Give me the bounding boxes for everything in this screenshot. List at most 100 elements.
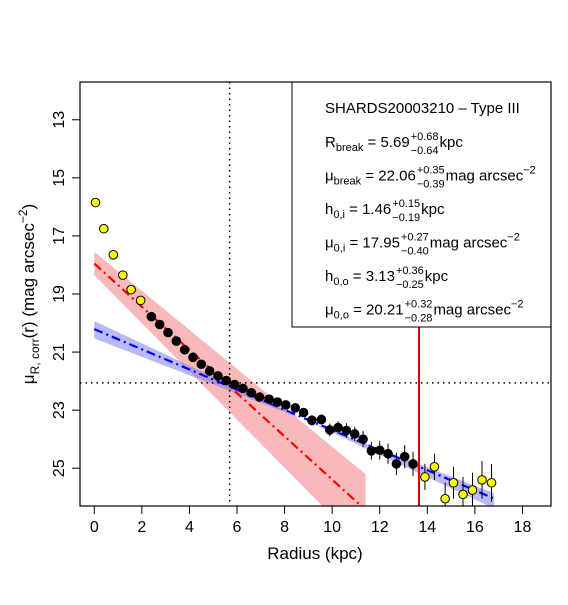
legend-param-err-lower: −0.25: [396, 279, 424, 291]
x-tick-label: 10: [323, 519, 341, 536]
legend-param-err-lower: −0.39: [417, 179, 445, 191]
legend-param-err-upper: +0.68: [411, 131, 439, 143]
legend-param-err-lower: −0.40: [401, 246, 429, 258]
legend-param-value: = 3.13: [349, 268, 395, 285]
data-point: [307, 415, 317, 426]
legend-param-sub: 0,i: [333, 209, 345, 221]
data-point: [383, 448, 393, 459]
x-tick-label: 0: [90, 519, 99, 536]
excluded-data-point: [467, 485, 478, 495]
data-point: [171, 336, 182, 346]
data-point: [272, 397, 283, 407]
y-tick-label: 15: [51, 169, 68, 187]
data-point: [154, 319, 165, 330]
legend-param-unit-text: kpc: [425, 268, 449, 285]
data-point: [391, 459, 402, 469]
x-tick-label: 12: [371, 519, 389, 536]
data-point: [179, 344, 190, 355]
excluded-data-point: [135, 295, 146, 306]
legend-param-err-lower: −0.28: [405, 313, 433, 325]
legend-parameter-5: μ0,o = 20.21: [325, 302, 404, 322]
legend-param-unit-text: mag arcsec: [430, 235, 508, 252]
y-axis-title-end: ): [19, 204, 38, 210]
legend-parameter-2: h0,i = 1.46: [325, 201, 391, 221]
legend-param-unit: kpc: [425, 268, 449, 285]
excluded-data-point: [448, 477, 459, 488]
data-point: [349, 429, 360, 439]
legend-param-symbol: μ: [325, 302, 334, 319]
data-point: [366, 446, 377, 456]
legend-param-unit: kpc: [440, 134, 464, 151]
legend-param-unit-sup: −2: [523, 165, 536, 177]
legend-param-sub: 0,o: [334, 310, 349, 322]
legend-param-unit: mag arcsec−2: [446, 165, 536, 185]
y-tick-label: 13: [51, 111, 68, 129]
legend-param-unit-text: mag arcsec: [433, 302, 511, 319]
excluded-data-point: [98, 223, 109, 234]
data-point: [341, 425, 352, 436]
data-point: [374, 445, 385, 456]
data-point: [290, 403, 301, 413]
data-point: [213, 371, 223, 381]
x-tick-label: 2: [137, 519, 146, 536]
legend-param-err-upper: +0.27: [401, 232, 429, 244]
legend-param-unit-text: kpc: [440, 134, 464, 151]
legend-param-unit-text: kpc: [421, 201, 445, 218]
legend-param-symbol: h: [325, 268, 333, 285]
legend-box: [291, 81, 552, 328]
legend-param-unit: mag arcsec−2: [430, 232, 520, 252]
excluded-data-point: [118, 270, 128, 280]
excluded-data-point: [486, 477, 497, 488]
legend-title: SHARDS20003210 – Type III: [325, 100, 520, 117]
y-axis-title: μR, corr(r) (mag arcsec−2): [16, 204, 42, 384]
excluded-data-point: [108, 249, 119, 260]
data-point: [246, 387, 257, 398]
legend-param-err-upper: +0.15: [392, 198, 420, 210]
data-point: [163, 327, 173, 338]
legend-param-sub: break: [336, 142, 364, 154]
legend-parameter-0: Rbreak = 5.69: [325, 134, 410, 154]
x-tick-label: 4: [185, 519, 194, 536]
legend-param-err-upper: +0.32: [405, 299, 433, 311]
legend-param-err-upper: +0.35: [417, 165, 445, 177]
legend-parameter-1: μbreak = 22.06: [325, 168, 416, 188]
legend-parameter-3: μ0,i = 17.95: [325, 235, 400, 255]
legend-param-err-upper: +0.36: [396, 265, 424, 277]
legend-param-sub: break: [334, 176, 362, 188]
legend-param-unit-sup: −2: [507, 232, 520, 244]
legend-param-sub: 0,o: [333, 276, 348, 288]
y-axis-title-rest: (r) (mag arcsec: [19, 223, 38, 339]
x-tick-label: 8: [280, 519, 289, 536]
data-point: [264, 394, 274, 404]
x-tick-label: 14: [418, 519, 436, 536]
data-point: [221, 375, 232, 386]
data-point: [316, 414, 327, 425]
legend-param-unit-text: mag arcsec: [446, 168, 524, 185]
data-point: [399, 451, 410, 462]
data-point: [280, 400, 291, 410]
y-tick-label: 25: [51, 459, 68, 477]
legend-param-value: = 17.95: [345, 235, 400, 252]
data-point: [324, 425, 335, 435]
data-point: [188, 352, 198, 363]
y-tick-label: 17: [51, 227, 68, 245]
legend-param-symbol: μ: [325, 235, 334, 252]
legend-param-sub: 0,i: [334, 243, 346, 255]
excluded-data-point: [429, 461, 440, 472]
legend-param-symbol: R: [325, 134, 336, 151]
y-tick-label: 21: [51, 343, 68, 361]
y-axis-title-mu: μ: [19, 374, 38, 384]
x-tick-label: 18: [514, 519, 532, 536]
excluded-data-point: [458, 489, 468, 500]
x-tick-label: 16: [466, 519, 484, 536]
y-tick-label: 23: [51, 401, 68, 419]
legend-param-err-lower: −0.64: [411, 145, 439, 157]
data-point: [146, 311, 157, 322]
y-axis-title-sup: −2: [16, 209, 30, 223]
y-axis-title-sub: R, corr: [28, 338, 42, 374]
legend-param-value: = 20.21: [349, 302, 404, 319]
data-point: [229, 379, 240, 390]
data-point: [333, 422, 343, 433]
legend-param-symbol: h: [325, 201, 333, 218]
